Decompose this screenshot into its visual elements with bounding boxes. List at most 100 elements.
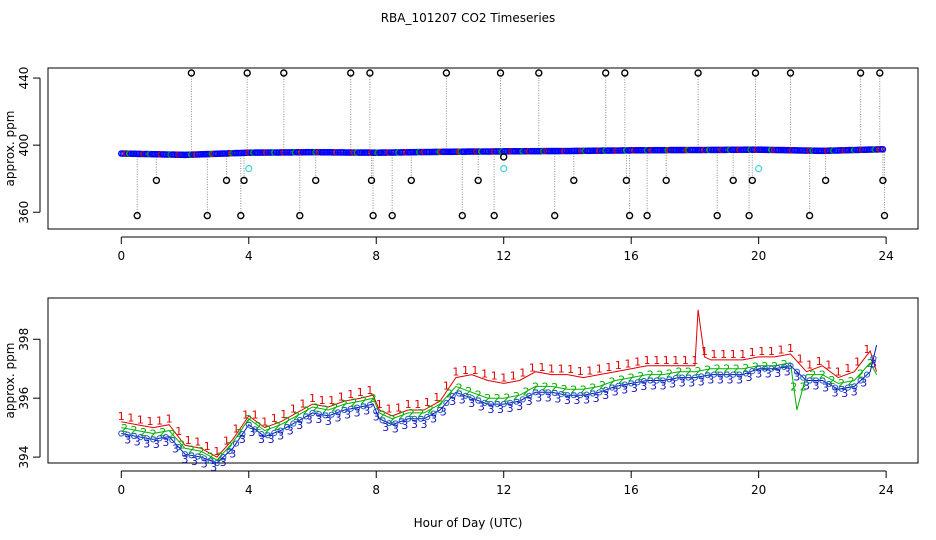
series-3-circle	[475, 397, 482, 404]
series-1-marker: 1	[663, 354, 670, 367]
series-3-circle	[755, 365, 762, 372]
outlier-point	[876, 69, 884, 77]
series-1-marker: 1	[395, 402, 402, 415]
outlier-point	[880, 211, 889, 220]
series-3-marker: 3	[507, 402, 514, 415]
series-3-circle	[787, 362, 794, 369]
series-3-circle	[443, 399, 450, 406]
series-3-marker: 3	[296, 419, 303, 432]
series-3-circle	[825, 380, 832, 388]
series-3-circle	[379, 417, 386, 424]
series-3-circle	[851, 383, 858, 390]
series-3-circle	[621, 381, 628, 388]
series-3-circle	[634, 379, 641, 386]
series-3-marker: 3	[258, 433, 265, 446]
series-3-marker: 3	[411, 418, 418, 431]
series-3-marker: 3	[765, 368, 772, 381]
outlier-point	[570, 176, 578, 185]
series-3-circle	[201, 455, 208, 462]
series-2-marker: 2	[408, 407, 415, 420]
bottom-y-tick-label: 394	[17, 446, 31, 469]
series-3-marker: 3	[459, 394, 466, 407]
series-2-marker: 2	[484, 392, 491, 405]
series-2-marker: 2	[848, 375, 855, 388]
series-3-circle	[309, 409, 316, 416]
series-2-marker: 2	[580, 383, 587, 396]
series-3-marker: 3	[784, 365, 791, 378]
series-3-circle	[130, 432, 138, 439]
series-1-marker: 1	[252, 409, 259, 422]
series-2-marker: 2	[140, 426, 147, 439]
series-1-marker: 1	[864, 343, 871, 356]
series-1-marker: 1	[299, 397, 306, 410]
series-2-marker: 2	[389, 413, 396, 426]
outlier-point	[458, 211, 466, 220]
series-1-marker: 1	[816, 355, 823, 368]
series-1-marker: 1	[213, 445, 220, 458]
series-1-marker: 1	[835, 366, 842, 379]
series-3-marker: 3	[497, 403, 504, 416]
series-2-marker: 2	[838, 377, 845, 390]
series-3-circle	[341, 406, 348, 414]
series-1-marker: 1	[749, 346, 756, 359]
series-3-marker: 3	[822, 381, 829, 394]
series-3-circle	[615, 382, 622, 389]
outlier-point	[643, 211, 651, 220]
series-1-marker: 1	[462, 364, 469, 377]
series-3-circle	[609, 384, 616, 391]
series-3-circle	[507, 399, 514, 406]
series-2-marker: 2	[131, 424, 138, 437]
series-3-marker: 3	[803, 380, 810, 393]
series-3-circle	[647, 377, 654, 384]
outlier-point	[622, 176, 631, 185]
series-1-marker: 1	[290, 403, 297, 416]
series-3-marker: 3	[602, 389, 609, 402]
series-3-circle	[385, 420, 393, 427]
series-3-circle	[252, 426, 259, 433]
series-1-marker: 1	[414, 398, 421, 411]
series-2-marker: 2	[857, 367, 864, 380]
outlier-point	[312, 176, 320, 185]
series-3-circle	[188, 452, 195, 459]
series-3-marker: 3	[640, 380, 647, 393]
series-2-marker: 2	[494, 392, 501, 405]
series-2-marker: 2	[370, 392, 377, 405]
series-3-circle	[538, 389, 546, 396]
series-3-circle	[137, 434, 144, 441]
series-3-circle	[704, 372, 711, 379]
series-3-marker: 3	[449, 395, 456, 408]
series-2-marker: 2	[695, 365, 702, 378]
series-2-marker: 2	[456, 382, 463, 395]
series-2-marker: 2	[685, 366, 692, 379]
series-3-circle	[468, 395, 475, 402]
series-2-marker: 2	[570, 383, 577, 396]
series-1-marker: 1	[500, 371, 507, 384]
series-2-marker: 2	[312, 402, 319, 415]
series-3-marker: 3	[650, 380, 657, 393]
series-2-marker: 2	[465, 385, 472, 398]
series-3-circle	[806, 377, 813, 384]
series-3-marker: 3	[182, 453, 189, 466]
series-3-marker: 3	[249, 426, 256, 439]
outlier-point	[442, 69, 451, 77]
series-2-marker: 2	[790, 380, 797, 393]
series-1-marker: 1	[242, 409, 249, 422]
outlier-point	[243, 69, 251, 77]
top-y-tick-label: 440	[17, 67, 31, 90]
series-1-marker: 1	[797, 353, 804, 366]
bottom-x-tick-label: 16	[624, 483, 639, 497]
outlier-point	[662, 176, 670, 185]
series-2-marker: 2	[169, 428, 176, 441]
series-2-marker: 2	[379, 408, 386, 421]
series-3-marker: 3	[201, 457, 208, 470]
outlier-point	[713, 211, 721, 220]
outlier-point	[222, 176, 231, 185]
series-1-marker: 1	[309, 392, 316, 405]
series-3-circle	[194, 453, 201, 460]
outlier-point	[369, 211, 377, 220]
series-3-circle	[220, 454, 227, 461]
series-3-marker: 3	[727, 374, 734, 387]
